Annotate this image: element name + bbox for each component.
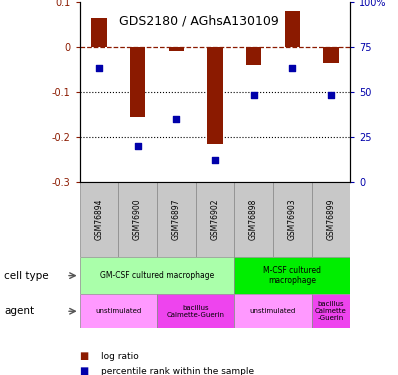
Bar (80, 182, 118, 257)
Bar (312, 182, 350, 257)
Point (135, 143, 141, 149)
Text: GSM76899: GSM76899 (326, 199, 336, 240)
Text: GSM76897: GSM76897 (172, 199, 181, 240)
Bar (273, 182, 312, 257)
Text: GDS2180 / AGhsA130109: GDS2180 / AGhsA130109 (119, 15, 279, 28)
Bar (130, 47, 145, 117)
Point (96, 66, 102, 72)
Bar (91, 18, 107, 47)
Bar (207, 47, 222, 144)
Bar (234, 294, 312, 328)
Text: ■: ■ (80, 366, 89, 375)
Bar (118, 182, 157, 257)
Bar (323, 47, 339, 63)
Bar (157, 294, 234, 328)
Text: M-CSF cultured
macrophage: M-CSF cultured macrophage (263, 266, 321, 285)
Text: GSM76903: GSM76903 (288, 199, 297, 240)
Text: log ratio: log ratio (101, 352, 139, 361)
Bar (168, 47, 184, 51)
Bar (80, 294, 157, 328)
Text: GSM76902: GSM76902 (211, 199, 219, 240)
Text: GSM76900: GSM76900 (133, 199, 142, 240)
Point (289, 66, 295, 72)
Point (173, 116, 179, 122)
Text: bacillus
Calmette
-Guerin: bacillus Calmette -Guerin (315, 301, 347, 321)
Text: agent: agent (4, 306, 34, 316)
Bar (80, 257, 234, 294)
Bar (234, 257, 350, 294)
Text: unstimulated: unstimulated (250, 308, 296, 314)
Bar (246, 47, 261, 65)
Text: GSM76894: GSM76894 (94, 199, 103, 240)
Bar (234, 182, 273, 257)
Bar (157, 182, 195, 257)
Text: percentile rank within the sample: percentile rank within the sample (101, 367, 255, 375)
Text: unstimulated: unstimulated (95, 308, 141, 314)
Text: cell type: cell type (4, 271, 49, 280)
Point (250, 93, 257, 99)
Point (212, 157, 218, 163)
Bar (285, 11, 300, 47)
Bar (195, 182, 234, 257)
Point (328, 93, 334, 99)
Text: GM-CSF cultured macrophage: GM-CSF cultured macrophage (100, 271, 214, 280)
Text: ■: ■ (80, 351, 89, 361)
Text: GSM76898: GSM76898 (249, 199, 258, 240)
Text: bacillus
Calmette-Guerin: bacillus Calmette-Guerin (167, 305, 224, 318)
Bar (312, 294, 350, 328)
